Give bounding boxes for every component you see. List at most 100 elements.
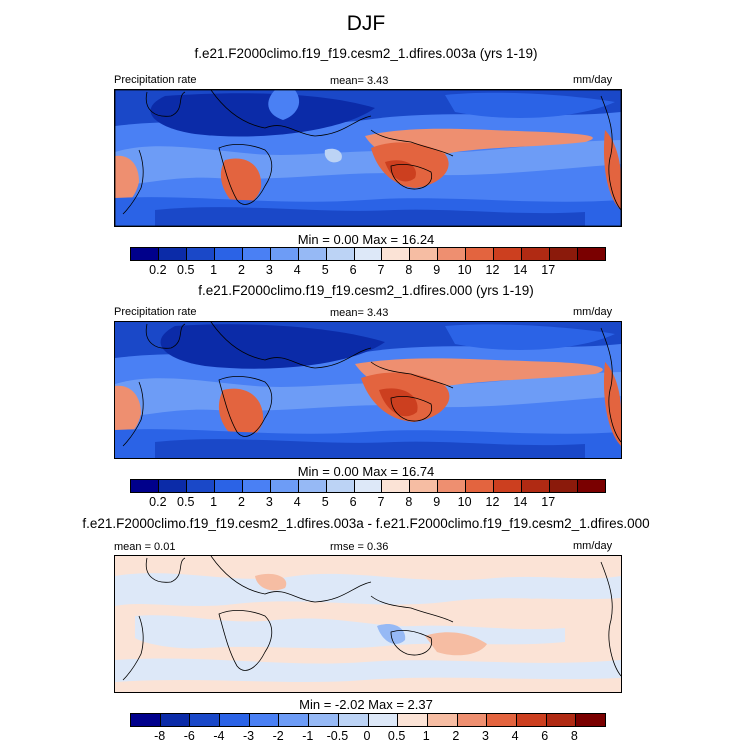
colorbar-tick-label: 8: [405, 495, 413, 509]
colorbar-tick-label: 7: [377, 495, 385, 509]
colorbar-cell: [186, 248, 215, 260]
panel-3-minmax: Min = -2.02 Max = 2.37: [299, 697, 433, 712]
panel-1-colorbar-ticks: 0.2 0.5 1 2 3 4 5 6 7 8 9 10 12 14 17: [130, 263, 606, 279]
colorbar-cell: [220, 714, 250, 726]
panel-3-mean-label: mean = 0.01: [114, 541, 176, 553]
colorbar-cell: [550, 480, 578, 492]
colorbar-cell: [546, 714, 577, 726]
colorbar-tick-label: 14: [513, 495, 528, 509]
colorbar-tick-label: 2: [238, 263, 245, 277]
colorbar-tick-label: 12: [485, 263, 500, 277]
colorbar-cell: [578, 480, 605, 492]
colorbar-tick-label: 9: [433, 263, 441, 277]
colorbar-tick-label: 5: [321, 495, 329, 509]
colorbar-tick-label: 8: [570, 729, 578, 743]
colorbar-tick-label: 3: [265, 495, 273, 509]
colorbar-cell: [242, 248, 271, 260]
colorbar-cell: [242, 480, 271, 492]
colorbar-cell: [494, 480, 523, 492]
colorbar-tick-label: 2: [238, 495, 245, 509]
colorbar-cell: [398, 714, 428, 726]
colorbar-cell: [298, 248, 327, 260]
colorbar-tick-label: 5: [321, 263, 329, 277]
colorbar-cell: [158, 248, 187, 260]
colorbar-cell: [270, 248, 299, 260]
colorbar-cell: [466, 248, 495, 260]
colorbar-cell: [410, 248, 439, 260]
colorbar-tick-label: 0.2: [149, 263, 167, 277]
colorbar-cell: [382, 480, 411, 492]
colorbar-cell: [326, 248, 355, 260]
colorbar-cell: [298, 480, 327, 492]
colorbar-tick-label: 0.2: [149, 495, 167, 509]
colorbar-cell: [326, 480, 355, 492]
colorbar-cell: [354, 480, 383, 492]
panel-1-minmax: Min = 0.00 Max = 16.24: [297, 232, 435, 247]
panel-1-title: f.e21.F2000climo.f19_f19.cesm2_1.dfires.…: [194, 46, 538, 61]
colorbar-cell: [309, 714, 339, 726]
colorbar-tick-label: 3: [265, 263, 273, 277]
colorbar-cell: [131, 480, 159, 492]
colorbar-cell: [578, 248, 605, 260]
colorbar-tick-label: 10: [457, 263, 472, 277]
colorbar-tick-label: 4: [293, 495, 301, 509]
panel-2-colorbar-ticks: 0.2 0.5 1 2 3 4 5 6 7 8 9 10 12 14 17: [130, 495, 606, 511]
colorbar-tick-label: 7: [377, 263, 385, 277]
colorbar-tick-label: 9: [433, 495, 441, 509]
colorbar-tick-label: 6: [349, 263, 357, 277]
colorbar-tick-label: 1: [210, 495, 218, 509]
panel-2-colorbar: [130, 479, 606, 493]
colorbar-cell: [338, 714, 369, 726]
colorbar-cell: [368, 714, 399, 726]
panel-2-minmax: Min = 0.00 Max = 16.74: [297, 464, 435, 479]
panel-3-map-field: [115, 556, 621, 692]
panel-1-units-label: mm/day: [573, 74, 613, 86]
colorbar-tick-label: -3: [242, 729, 255, 743]
colorbar-tick-label: 0.5: [387, 729, 406, 743]
panel-1-map: [114, 89, 622, 227]
colorbar-cell: [457, 714, 488, 726]
colorbar-tick-label: 17: [541, 263, 556, 277]
colorbar-tick-label: 0.5: [177, 495, 195, 509]
colorbar-cell: [522, 480, 551, 492]
colorbar-cell: [438, 480, 467, 492]
colorbar-cell: [279, 714, 310, 726]
colorbar-tick-label: 3: [482, 729, 489, 743]
colorbar-cell: [410, 480, 439, 492]
colorbar-tick-label: 8: [405, 263, 413, 277]
colorbar-cell: [487, 714, 517, 726]
colorbar-tick-label: -2: [272, 729, 284, 743]
colorbar-cell: [382, 248, 411, 260]
panel-1-colorbar: [130, 247, 606, 261]
colorbar-tick-label: 6: [349, 495, 357, 509]
colorbar-tick-label: -6: [183, 729, 195, 743]
panel-1-map-field: [115, 90, 621, 226]
colorbar-cell: [214, 480, 243, 492]
panel-2-title: f.e21.F2000climo.f19_f19.cesm2_1.dfires.…: [198, 283, 534, 298]
colorbar-cell: [214, 248, 243, 260]
colorbar-tick-label: -4: [213, 729, 225, 743]
colorbar-tick-label: -1: [302, 729, 314, 743]
colorbar-cell: [438, 248, 467, 260]
panel-3-map: [114, 555, 622, 693]
colorbar-tick-label: 14: [513, 263, 528, 277]
colorbar-cell: [516, 714, 547, 726]
colorbar-cell: [354, 248, 383, 260]
colorbar-cell: [158, 480, 187, 492]
colorbar-cell: [522, 248, 551, 260]
colorbar-cell: [550, 248, 578, 260]
panel-2-variable-label: Precipitation rate: [114, 306, 197, 318]
panel-3-colorbar: [130, 713, 606, 727]
panel-2-map: [114, 321, 622, 459]
colorbar-tick-label: 17: [541, 495, 556, 509]
figure-title: DJF: [346, 12, 386, 35]
panel-3-title: f.e21.F2000climo.f19_f19.cesm2_1.dfires.…: [82, 516, 650, 531]
colorbar-tick-label: 2: [452, 729, 460, 743]
panel-1-mean-label: mean= 3.43: [330, 75, 389, 87]
colorbar-cell: [576, 714, 605, 726]
colorbar-tick-label: 1: [422, 729, 430, 743]
colorbar-tick-label: 4: [293, 263, 301, 277]
colorbar-cell: [494, 248, 523, 260]
colorbar-cell: [131, 248, 159, 260]
colorbar-cell: [427, 714, 458, 726]
